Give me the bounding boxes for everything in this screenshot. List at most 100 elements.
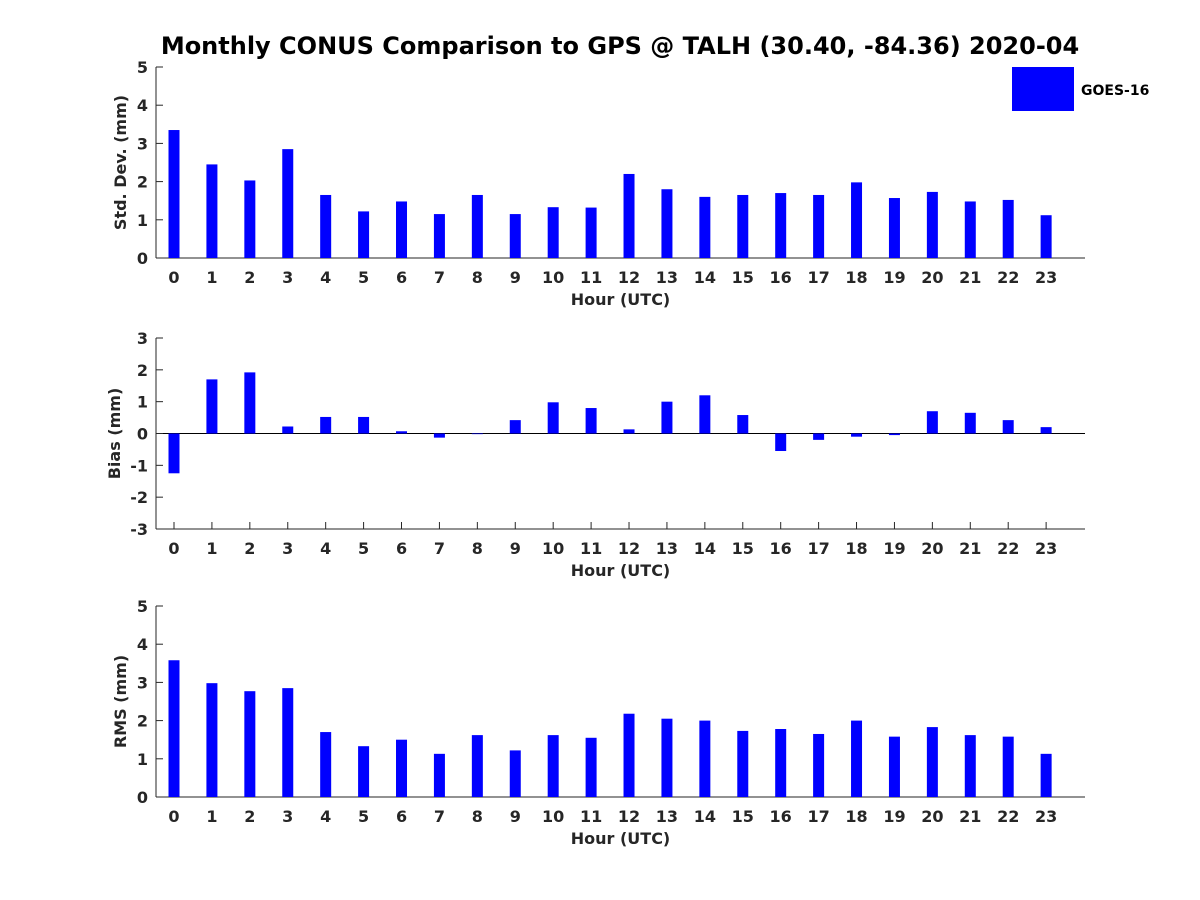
rms-y-tick-label: 3 bbox=[137, 673, 148, 692]
bias-y-tick-label: 1 bbox=[137, 393, 148, 412]
std-dev-bar-5 bbox=[358, 211, 370, 258]
bias-x-tick-label: 17 bbox=[807, 539, 829, 558]
rms-bar-4 bbox=[320, 732, 332, 797]
bias-x-tick-label: 3 bbox=[282, 539, 293, 558]
rms-x-label: Hour (UTC) bbox=[571, 829, 671, 848]
std-dev-x-tick-label: 5 bbox=[358, 268, 369, 287]
std-dev-x-tick-label: 17 bbox=[807, 268, 829, 287]
bias-x-tick-label: 23 bbox=[1035, 539, 1057, 558]
bias-x-tick-label: 20 bbox=[921, 539, 943, 558]
rms-bar-16 bbox=[775, 729, 787, 797]
bias-bar-22 bbox=[1002, 420, 1014, 434]
rms-x-tick-label: 10 bbox=[542, 807, 564, 826]
bias-bar-15 bbox=[737, 415, 749, 434]
rms-x-tick-label: 1 bbox=[206, 807, 217, 826]
bias-y-label: Bias (mm) bbox=[105, 388, 124, 480]
rms-bar-5 bbox=[358, 746, 370, 797]
bias-x-tick-label: 2 bbox=[244, 539, 255, 558]
bias-bar-20 bbox=[926, 411, 938, 434]
std-dev-x-tick-label: 10 bbox=[542, 268, 564, 287]
rms-x-tick-label: 3 bbox=[282, 807, 293, 826]
bias-y-tick-label: -1 bbox=[130, 456, 148, 475]
bias-x-tick-label: 6 bbox=[396, 539, 407, 558]
bias-bar-17 bbox=[813, 433, 825, 440]
rms-x-tick-label: 2 bbox=[244, 807, 255, 826]
bias-y-tick-label: 2 bbox=[137, 361, 148, 380]
bias-bar-1 bbox=[206, 379, 218, 434]
bias-bar-23 bbox=[1040, 427, 1052, 434]
rms-x-tick-label: 15 bbox=[732, 807, 754, 826]
bias-bar-18 bbox=[851, 433, 863, 437]
bias-x-tick-label: 21 bbox=[959, 539, 981, 558]
std-dev-bar-23 bbox=[1040, 215, 1052, 258]
std-dev-x-tick-label: 15 bbox=[732, 268, 754, 287]
bias-bar-7 bbox=[433, 433, 445, 438]
rms-x-tick-label: 7 bbox=[434, 807, 445, 826]
rms-x-tick-label: 20 bbox=[921, 807, 943, 826]
rms-bar-18 bbox=[851, 720, 863, 797]
std-dev-bar-17 bbox=[813, 194, 825, 258]
std-dev-y-label: Std. Dev. (mm) bbox=[111, 95, 130, 230]
std-dev-bar-14 bbox=[699, 196, 711, 258]
rms-bar-14 bbox=[699, 720, 711, 797]
std-dev-x-tick-label: 7 bbox=[434, 268, 445, 287]
std-dev-x-tick-label: 8 bbox=[472, 268, 483, 287]
bias-bar-10 bbox=[547, 402, 559, 434]
std-dev-x-label: Hour (UTC) bbox=[571, 290, 671, 309]
rms-bar-22 bbox=[1002, 736, 1014, 797]
bias-y-tick-label: -2 bbox=[130, 488, 148, 507]
rms-bar-6 bbox=[396, 739, 408, 797]
bias-x-label: Hour (UTC) bbox=[571, 561, 671, 580]
bias-bar-5 bbox=[358, 416, 370, 434]
bias-bar-13 bbox=[661, 401, 673, 434]
rms-y-tick-label: 4 bbox=[137, 635, 148, 654]
bias-x-tick-label: 12 bbox=[618, 539, 640, 558]
bias-bar-2 bbox=[244, 372, 256, 434]
std-dev-bar-6 bbox=[396, 201, 408, 258]
std-dev-bar-8 bbox=[471, 194, 483, 258]
bias-x-tick-label: 1 bbox=[206, 539, 217, 558]
std-dev-x-tick-label: 18 bbox=[845, 268, 867, 287]
rms-x-tick-label: 19 bbox=[883, 807, 905, 826]
bias-bar-8 bbox=[471, 433, 483, 435]
std-dev-bar-2 bbox=[244, 180, 256, 258]
rms-bar-3 bbox=[282, 688, 294, 797]
rms-bar-9 bbox=[509, 750, 521, 797]
std-dev-x-tick-label: 6 bbox=[396, 268, 407, 287]
rms-x-tick-label: 14 bbox=[694, 807, 716, 826]
bias-x-tick-label: 13 bbox=[656, 539, 678, 558]
rms-x-tick-label: 6 bbox=[396, 807, 407, 826]
bias-y-tick-label: -3 bbox=[130, 520, 148, 539]
std-dev-x-tick-label: 13 bbox=[656, 268, 678, 287]
bias-x-tick-label: 16 bbox=[770, 539, 792, 558]
std-dev-x-tick-label: 0 bbox=[168, 268, 179, 287]
std-dev-y-tick-label: 1 bbox=[137, 211, 148, 230]
std-dev-bar-4 bbox=[320, 194, 332, 258]
rms-x-tick-label: 17 bbox=[807, 807, 829, 826]
bias-x-tick-label: 15 bbox=[732, 539, 754, 558]
legend-label: GOES-16 bbox=[1081, 83, 1149, 99]
rms-y-tick-label: 2 bbox=[137, 712, 148, 731]
std-dev-x-tick-label: 1 bbox=[206, 268, 217, 287]
bias-bar-19 bbox=[888, 433, 900, 436]
std-dev-x-tick-label: 16 bbox=[770, 268, 792, 287]
rms-bar-0 bbox=[168, 660, 180, 797]
std-dev-x-tick-label: 12 bbox=[618, 268, 640, 287]
std-dev-bar-10 bbox=[547, 207, 559, 258]
rms-bar-7 bbox=[433, 753, 445, 797]
rms-x-tick-label: 16 bbox=[770, 807, 792, 826]
bias-x-tick-label: 9 bbox=[510, 539, 521, 558]
bias-bar-4 bbox=[320, 416, 332, 434]
std-dev-y-tick-label: 4 bbox=[137, 96, 148, 115]
std-dev-y-tick-label: 2 bbox=[137, 173, 148, 192]
std-dev-bar-22 bbox=[1002, 199, 1014, 258]
rms-x-tick-label: 22 bbox=[997, 807, 1019, 826]
std-dev-bar-21 bbox=[964, 201, 976, 258]
rms-x-tick-label: 23 bbox=[1035, 807, 1057, 826]
bias-x-tick-label: 10 bbox=[542, 539, 564, 558]
std-dev-bar-1 bbox=[206, 164, 218, 258]
rms-bar-15 bbox=[737, 730, 749, 797]
bias-x-tick-label: 18 bbox=[845, 539, 867, 558]
